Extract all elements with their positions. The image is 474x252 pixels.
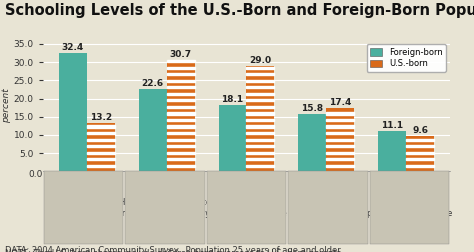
Bar xyxy=(246,80,274,82)
Bar xyxy=(87,123,115,171)
Bar xyxy=(166,86,194,88)
Text: 15.8: 15.8 xyxy=(301,104,323,113)
Y-axis label: percent: percent xyxy=(2,88,11,123)
Text: Less than high
school graduate: Less than high school graduate xyxy=(49,198,118,217)
Text: 9.6: 9.6 xyxy=(412,126,428,135)
Bar xyxy=(166,73,194,75)
Text: NOTE: The U.S.-born shares include children born overseas to U.S.-born parents.: NOTE: The U.S.-born shares include child… xyxy=(5,249,344,252)
Text: 18.1: 18.1 xyxy=(221,96,244,104)
Bar xyxy=(246,73,274,75)
Bar xyxy=(166,152,194,154)
Bar xyxy=(246,158,274,161)
Bar xyxy=(406,139,434,141)
Bar xyxy=(246,99,274,102)
Bar xyxy=(166,99,194,102)
Bar xyxy=(87,158,115,161)
Bar xyxy=(327,125,355,128)
Bar xyxy=(406,165,434,167)
Text: High school graduate
(includes equivalency): High school graduate (includes equivalen… xyxy=(116,198,214,217)
Bar xyxy=(87,132,115,134)
Text: 30.7: 30.7 xyxy=(170,50,191,58)
Text: 11.1: 11.1 xyxy=(381,121,403,130)
Bar xyxy=(166,158,194,161)
Bar xyxy=(166,93,194,95)
Bar xyxy=(166,119,194,121)
Text: 22.6: 22.6 xyxy=(142,79,164,88)
Bar xyxy=(166,132,194,134)
Bar xyxy=(327,132,355,134)
Text: 13.2: 13.2 xyxy=(90,113,112,122)
Bar xyxy=(246,66,274,171)
Bar xyxy=(327,158,355,161)
Bar xyxy=(327,139,355,141)
Bar xyxy=(246,139,274,141)
Bar xyxy=(246,119,274,121)
Text: Schooling Levels of the U.S.-Born and Foreign-Born Population: Schooling Levels of the U.S.-Born and Fo… xyxy=(5,3,474,18)
Bar xyxy=(327,119,355,121)
Bar xyxy=(166,145,194,147)
Bar xyxy=(166,112,194,115)
Bar xyxy=(299,114,327,171)
Text: 32.4: 32.4 xyxy=(62,43,84,52)
Bar xyxy=(246,125,274,128)
Bar xyxy=(327,165,355,167)
Bar xyxy=(87,125,115,128)
Bar xyxy=(406,145,434,147)
Text: 0.0: 0.0 xyxy=(28,170,43,179)
Bar xyxy=(327,112,355,115)
Bar xyxy=(87,152,115,154)
Bar xyxy=(406,136,434,171)
Bar xyxy=(246,145,274,147)
Bar xyxy=(246,165,274,167)
Bar xyxy=(166,67,194,69)
Text: Bachelor's degree: Bachelor's degree xyxy=(289,203,367,212)
Bar xyxy=(219,106,246,171)
Bar xyxy=(59,53,87,171)
Bar xyxy=(327,152,355,154)
Bar xyxy=(166,106,194,108)
Bar xyxy=(166,125,194,128)
Bar xyxy=(378,131,406,171)
Bar xyxy=(246,132,274,134)
Bar xyxy=(166,60,194,171)
Bar xyxy=(246,112,274,115)
Bar xyxy=(246,93,274,95)
Bar xyxy=(138,89,166,171)
Bar xyxy=(87,145,115,147)
Text: DATA: 2004 American Community Survey.  Population 25 years of age and older.: DATA: 2004 American Community Survey. Po… xyxy=(5,246,342,252)
Bar xyxy=(246,67,274,69)
Bar xyxy=(327,108,355,171)
Text: Some college or
associate's degree: Some college or associate's degree xyxy=(206,198,287,217)
Bar xyxy=(246,86,274,88)
Text: Graduate or
professional degree: Graduate or professional degree xyxy=(367,198,452,217)
Bar xyxy=(87,139,115,141)
Bar xyxy=(87,165,115,167)
Text: 29.0: 29.0 xyxy=(249,56,272,65)
Bar xyxy=(166,165,194,167)
Legend: Foreign-born, U.S.-born: Foreign-born, U.S.-born xyxy=(366,45,446,72)
Bar xyxy=(166,80,194,82)
Bar xyxy=(327,145,355,147)
Text: 17.4: 17.4 xyxy=(329,98,352,107)
Bar xyxy=(246,106,274,108)
Bar xyxy=(406,158,434,161)
Bar xyxy=(166,139,194,141)
Bar xyxy=(246,152,274,154)
Bar xyxy=(166,60,194,62)
Bar xyxy=(406,152,434,154)
